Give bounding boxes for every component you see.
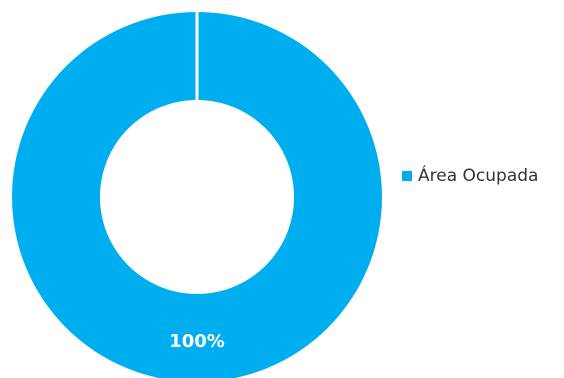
data-label-0: 100% [169,331,225,352]
donut-slice-0[interactable] [12,12,382,378]
legend-swatch [402,171,412,181]
slices-layer [12,12,382,378]
legend-label: Área Ocupada [418,164,538,186]
legend[interactable]: Área Ocupada [402,164,538,186]
data-labels-layer: 100% [169,331,225,352]
legend-item-0[interactable]: Área Ocupada [402,164,538,186]
